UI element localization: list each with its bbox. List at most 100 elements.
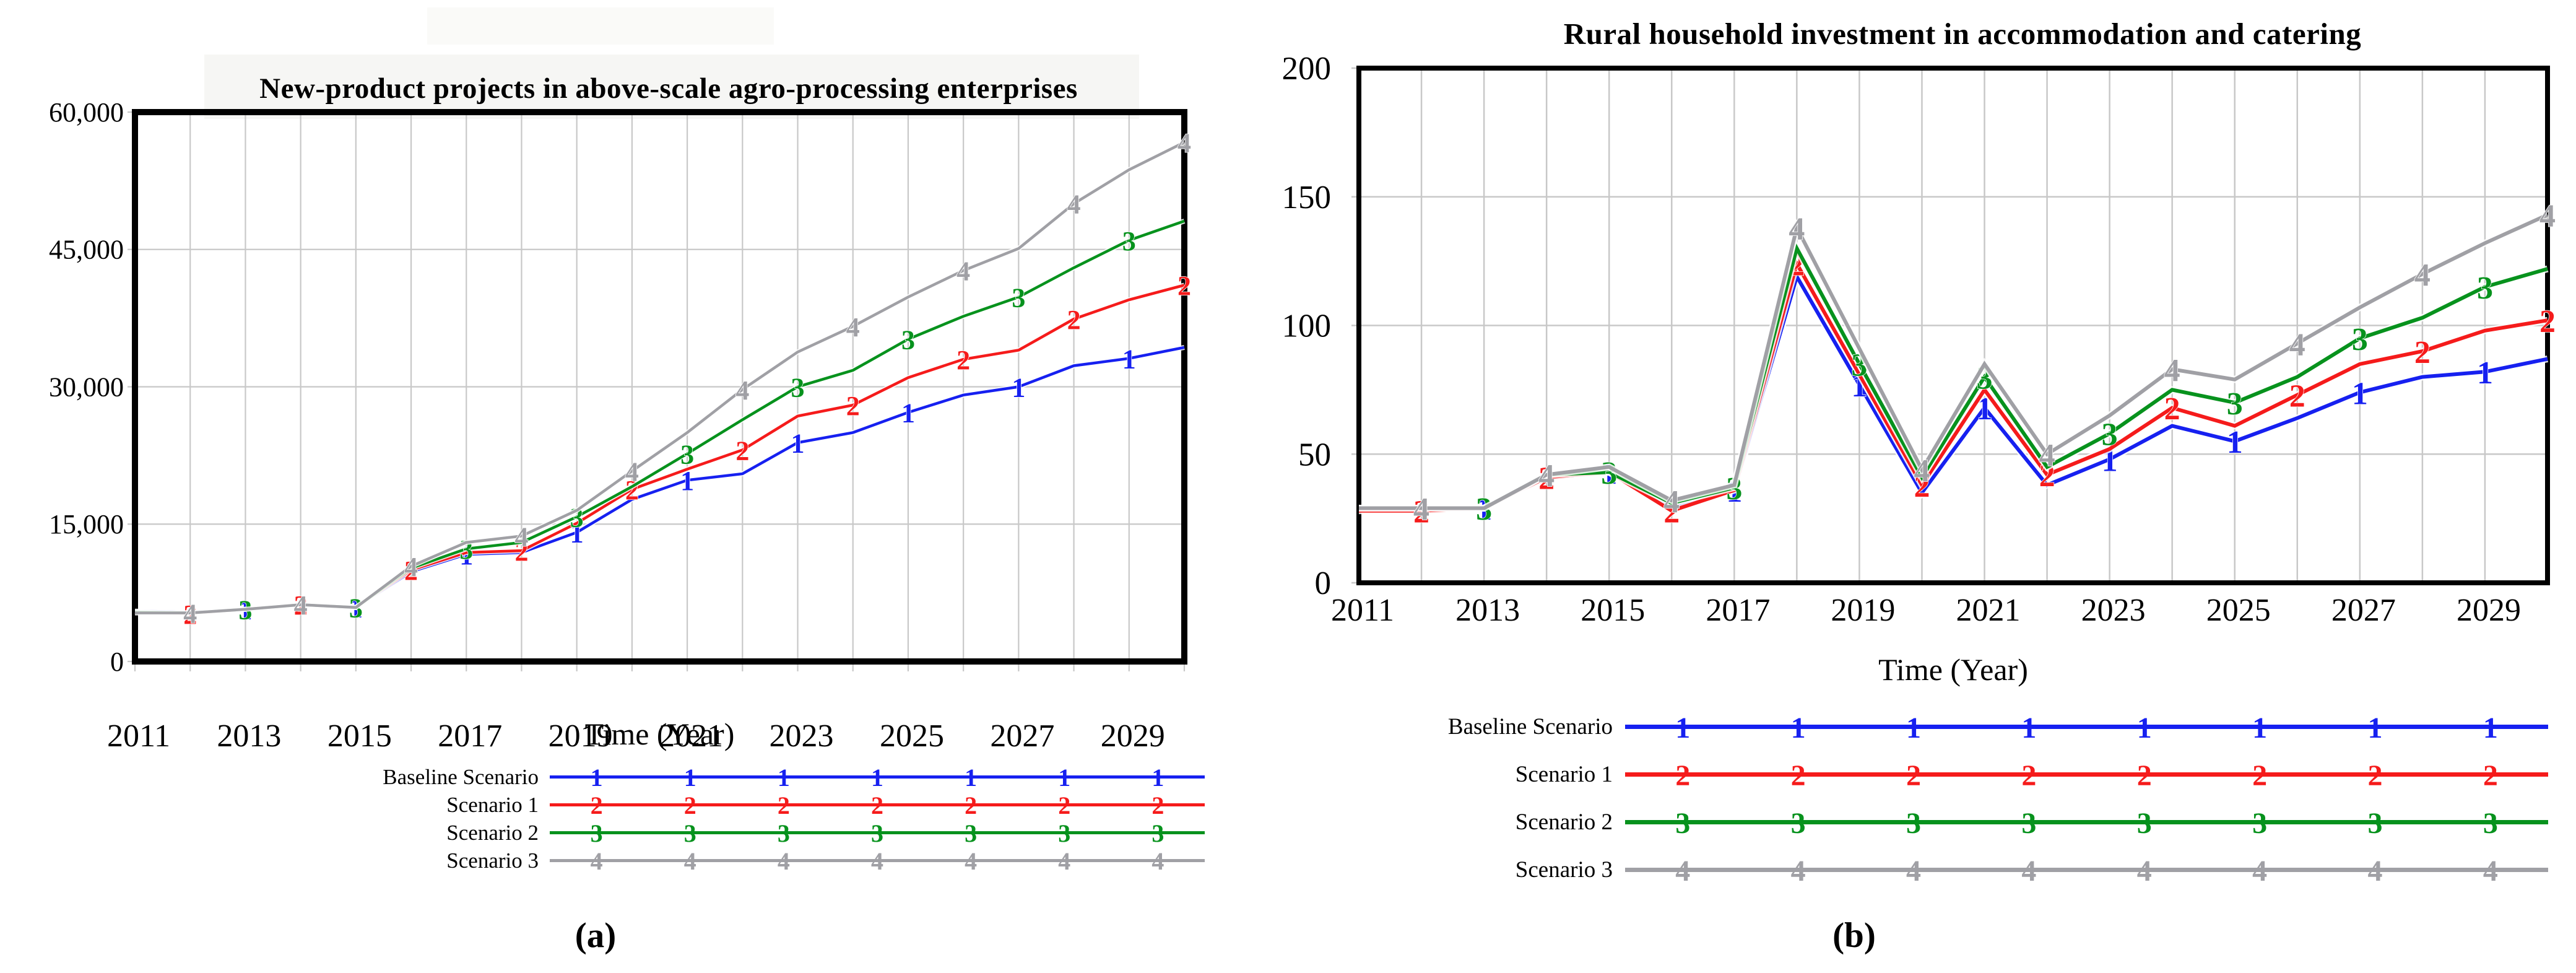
series-marker: 4: [1663, 484, 1680, 520]
legend-label: Scenario 3: [446, 848, 539, 873]
legend-marker: 4: [1791, 855, 1806, 888]
legend-row-scenario2: Scenario 2 3 3 3 3 3 3 3: [204, 819, 1207, 847]
legend-label: Baseline Scenario: [383, 764, 539, 789]
legend-line-sample: 3 3 3 3 3 3 3 3: [1623, 798, 2551, 846]
legend-marker: 1: [1906, 712, 1921, 744]
legend-marker: 3: [1151, 819, 1164, 847]
legend-line-svg: 3 3 3 3 3 3 3: [550, 819, 1205, 847]
tick-label-y: 150: [1282, 180, 1332, 216]
legend-line-sample: 4 4 4 4 4 4 4 4: [1623, 846, 2551, 894]
series-casing: [1359, 238, 2549, 512]
legend-marker: 2: [684, 792, 696, 819]
legend-marker: 3: [2137, 807, 2152, 840]
tick-label-y: 50: [1298, 437, 1331, 473]
series-marker: 3: [1122, 226, 1136, 256]
axis-frame: [132, 109, 1187, 665]
tick-label-x: 2023: [2081, 593, 2146, 628]
legend-line-sample: 2 2 2 2 2 2 2: [547, 791, 1207, 819]
legend-line-svg: 3 3 3 3 3 3 3 3: [1625, 807, 2548, 840]
series-casing: [135, 140, 1186, 616]
legend-marker: 3: [965, 819, 977, 847]
legend-marker: 2: [1675, 759, 1690, 792]
legend-marker: 2: [2021, 759, 2036, 792]
series-marker: 4: [2414, 258, 2431, 293]
tick-label-x: 2011: [1331, 593, 1394, 628]
legend-line-svg: 2 2 2 2 2 2 2 2: [1625, 759, 2548, 792]
series-marker: 4: [183, 598, 197, 629]
legend-marker: 1: [2021, 712, 2036, 744]
legend-marker: 1: [684, 764, 696, 791]
series-marker: 3: [2227, 386, 2243, 422]
series-marker: 4: [1177, 128, 1191, 159]
series-marker: 3: [1012, 282, 1025, 313]
legend-marker: 4: [2483, 855, 2498, 888]
legend-line-sample: 4 4 4 4 4 4 4: [547, 847, 1207, 875]
series-marker: 3: [2477, 271, 2493, 306]
series-marker: 1: [791, 429, 805, 459]
series-marker: 4: [625, 456, 639, 487]
series-marker: 4: [1413, 492, 1429, 527]
chart-a-x-axis-title: Time (Year): [584, 717, 735, 751]
legend-marker: 4: [1151, 847, 1164, 875]
series-marker: 4: [735, 375, 749, 406]
series-marker: 3: [2352, 322, 2368, 357]
legend-line-svg: 4 4 4 4 4 4 4 4: [1625, 855, 2548, 888]
legend-line-svg: 4 4 4 4 4 4 4: [550, 847, 1205, 875]
series-marker: 3: [901, 325, 915, 355]
series-marker: 4: [2539, 199, 2556, 234]
tick-label-y: 0: [1315, 565, 1332, 601]
series-marker: 1: [2477, 356, 2493, 391]
legend-label: Scenario 1: [1515, 762, 1613, 787]
legend-row-baseline: Baseline Scenario 1 1 1 1 1 1 1: [204, 763, 1207, 791]
legend-marker: 3: [684, 819, 696, 847]
tick-label-x: 2019: [1831, 593, 1895, 628]
legend-label: Scenario 3: [1515, 857, 1613, 883]
legend-marker: 4: [778, 847, 790, 875]
series-marker: 4: [2164, 353, 2180, 388]
legend-row-scenario3: Scenario 3 4 4 4 4 4 4 4 4: [1399, 846, 2551, 894]
series-marker: 3: [2102, 417, 2118, 453]
legend-marker: 4: [2367, 855, 2382, 888]
legend-marker: 2: [2483, 759, 2498, 792]
series-marker: 4: [1067, 190, 1081, 220]
legend-label: Baseline Scenario: [1447, 714, 1613, 740]
legend-marker: 1: [1058, 764, 1070, 791]
chart-a-title: New-product projects in above-scale agro…: [259, 72, 1078, 105]
tick-label-y: 15,000: [49, 509, 124, 539]
legend-marker: 1: [965, 764, 977, 791]
legend-marker: 2: [1058, 792, 1070, 819]
tick-label-y: 30,000: [49, 372, 124, 402]
series-marker: 4: [1538, 458, 1555, 494]
legend-marker: 1: [1675, 712, 1690, 744]
tick-label-y: 60,000: [49, 97, 124, 128]
series-marker: 4: [404, 552, 418, 582]
tick-label-x: 2025: [2206, 593, 2271, 628]
series-marker: 1: [1122, 344, 1136, 375]
legend-marker: 4: [2137, 855, 2152, 888]
series-marker: 4: [956, 256, 970, 287]
series-marker: 2: [735, 435, 749, 466]
legend-row-scenario1: Scenario 1 2 2 2 2 2 2 2: [204, 791, 1207, 819]
legend-marker: 3: [2021, 807, 2036, 840]
series-marker: 2: [2289, 378, 2305, 414]
legend-line-sample: 2 2 2 2 2 2 2 2: [1623, 751, 2551, 798]
tick-label-x: 2023: [770, 718, 834, 754]
tick-label-y: 200: [1282, 51, 1332, 87]
tick-label-x: 2021: [659, 718, 723, 754]
series-marker: 4: [514, 521, 528, 552]
tick-label-x: 2013: [217, 718, 281, 754]
legend-marker: 2: [2137, 759, 2152, 792]
legend-marker: 2: [2252, 759, 2267, 792]
series-marker: 4: [1789, 211, 1805, 247]
tick-label-x: 2019: [549, 718, 613, 754]
tick-label-x: 2017: [438, 718, 502, 754]
legend-marker: 3: [2367, 807, 2382, 840]
legend-marker: 2: [591, 792, 603, 819]
legend-row-scenario1: Scenario 1 2 2 2 2 2 2 2 2: [1399, 751, 2551, 798]
legend-marker: 4: [684, 847, 696, 875]
series-marker: 4: [294, 590, 308, 621]
legend-marker: 2: [1791, 759, 1806, 792]
series-line-4: [135, 141, 1186, 614]
legend-marker: 1: [591, 764, 603, 791]
